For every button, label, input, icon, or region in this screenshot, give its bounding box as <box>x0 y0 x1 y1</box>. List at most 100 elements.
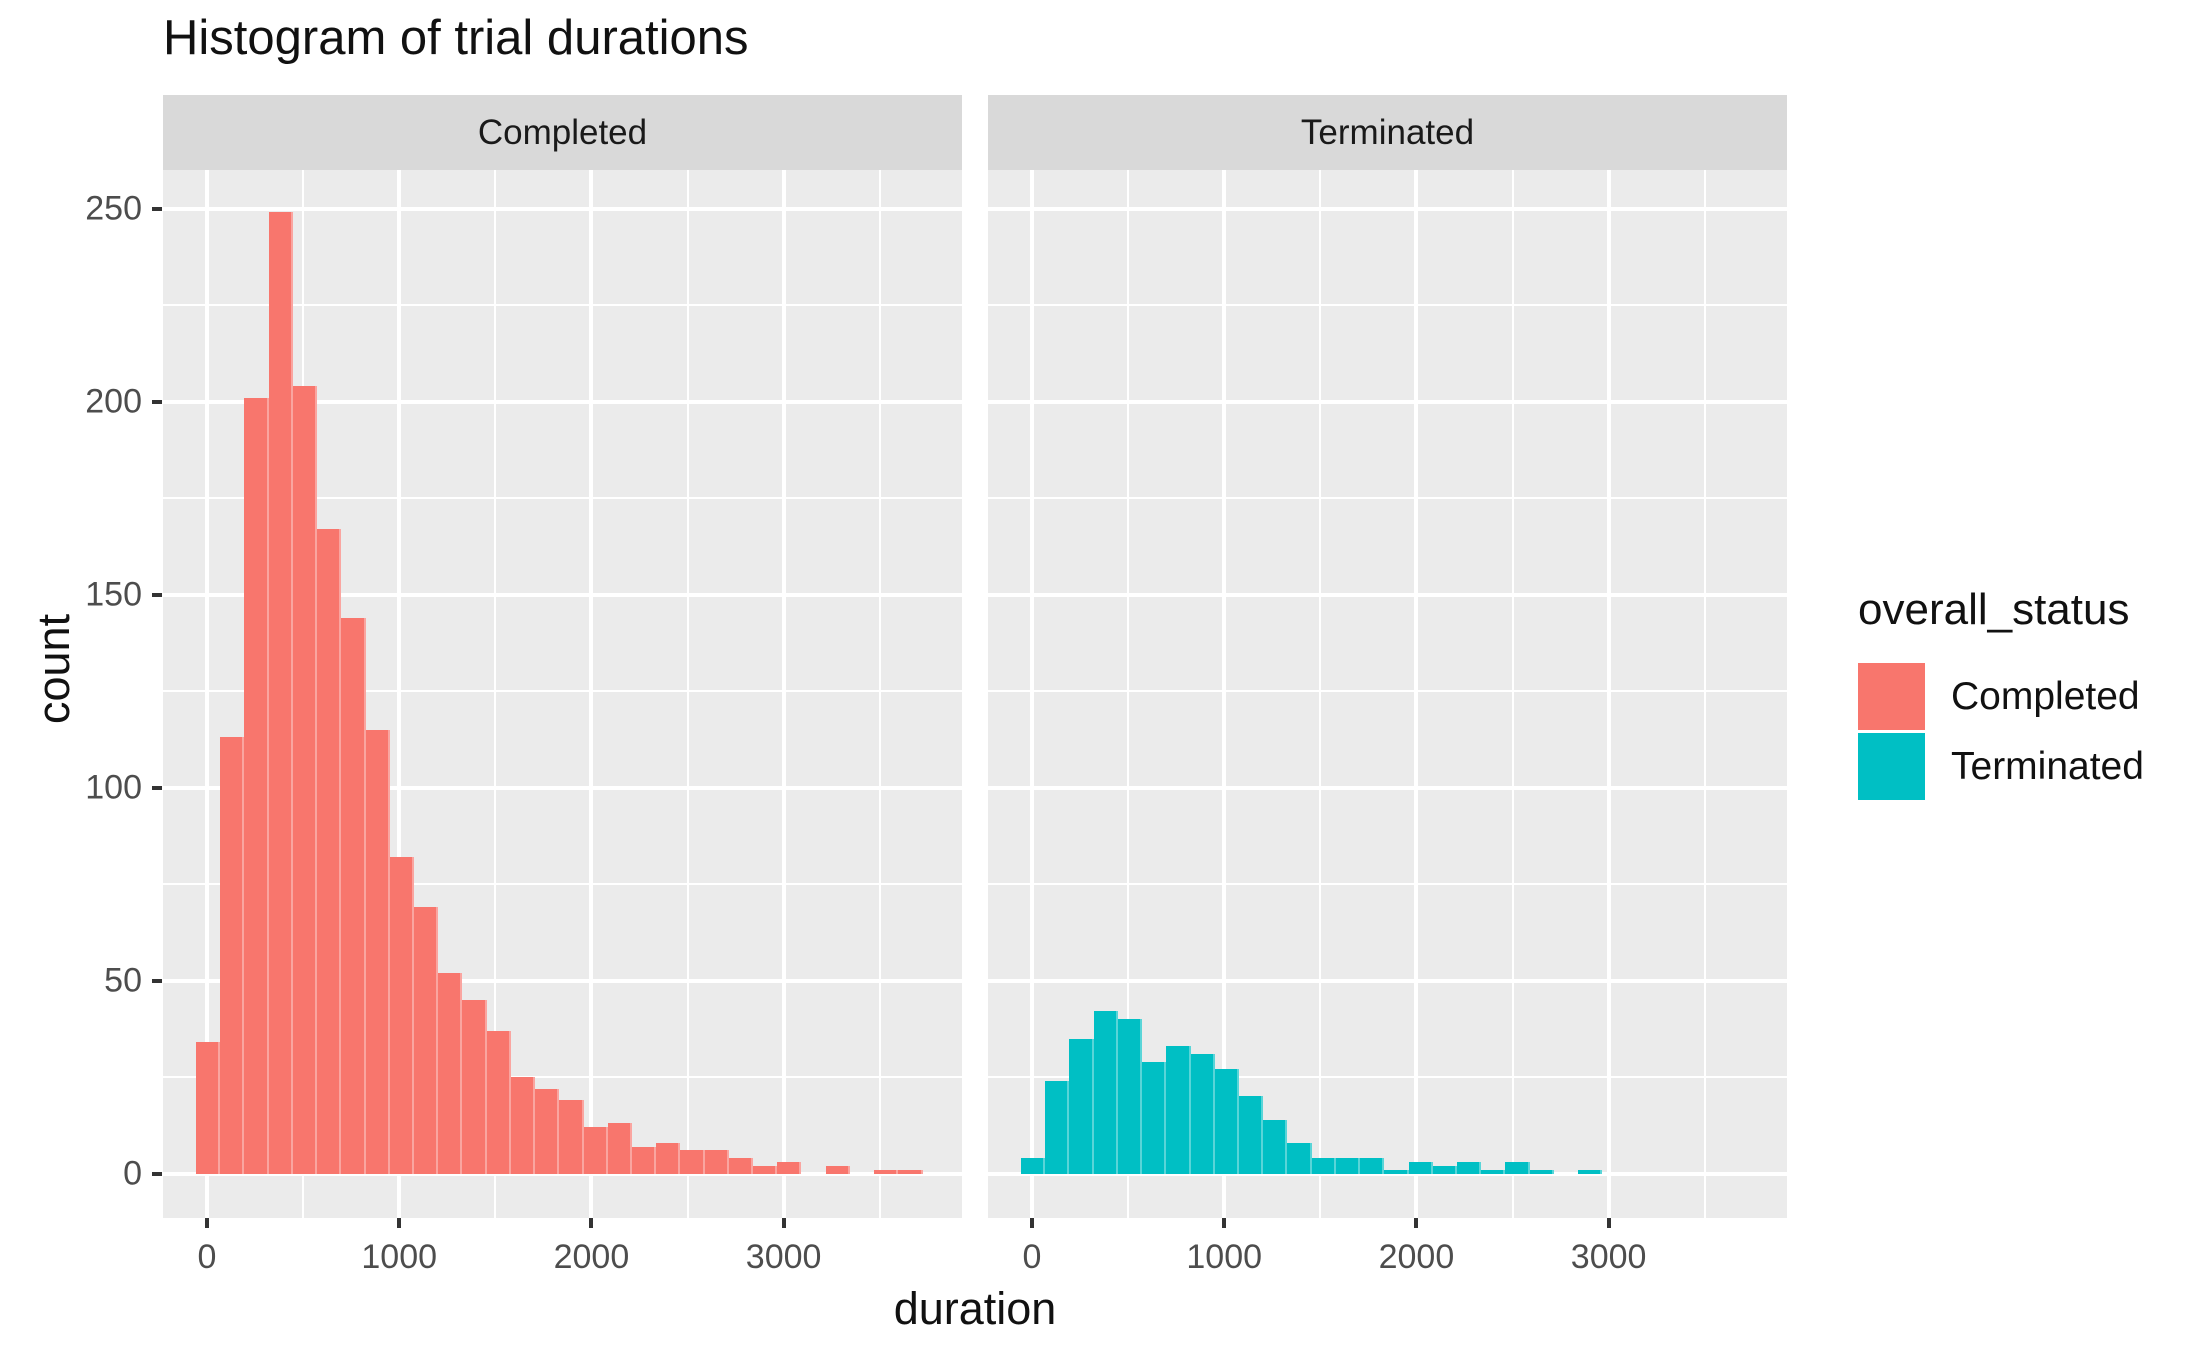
histogram-bar <box>898 1169 923 1174</box>
x-tick-label: 1000 <box>1186 1238 1263 1276</box>
facet-strip: Completed <box>163 95 962 170</box>
histogram-bar <box>753 1165 778 1174</box>
x-tick-label: 0 <box>197 1238 217 1276</box>
legend-swatch <box>1858 663 1925 730</box>
gridline-minor-v <box>686 170 689 1218</box>
histogram-bar <box>583 1127 608 1174</box>
histogram-bar <box>1142 1061 1167 1174</box>
histogram-bar <box>389 857 414 1174</box>
gridline-major-h <box>988 206 1787 211</box>
histogram-bar <box>292 386 318 1174</box>
gridline-minor-v <box>494 170 497 1218</box>
gridline-major-h <box>163 978 962 983</box>
x-axis-title: duration <box>893 1283 1057 1334</box>
gridline-major-h <box>163 1171 962 1176</box>
histogram-bar <box>1214 1069 1239 1174</box>
x-tick-label: 1000 <box>361 1238 438 1276</box>
histogram-bar <box>1311 1158 1336 1174</box>
histogram-bar <box>317 528 342 1174</box>
y-tick-label: 0 <box>123 1154 142 1193</box>
x-tick-label: 3000 <box>1570 1238 1647 1276</box>
gridline-major-h <box>163 592 962 597</box>
histogram-bar <box>559 1100 584 1174</box>
histogram-bar <box>656 1142 681 1174</box>
histogram-bar <box>1093 1011 1118 1174</box>
gridline-major-v <box>1030 170 1034 1218</box>
gridline-major-v <box>397 170 402 1218</box>
y-tick-label: 150 <box>85 575 142 614</box>
gridline-minor-v <box>1319 170 1322 1218</box>
gridline-major-v <box>781 170 786 1218</box>
plot-title: Histogram of trial durations <box>163 11 749 65</box>
histogram-bar <box>1578 1169 1603 1174</box>
facet-strip: Terminated <box>988 95 1787 170</box>
histogram-bar <box>728 1158 754 1174</box>
gridline-major-h <box>163 785 962 790</box>
x-tick-label: 2000 <box>553 1238 630 1276</box>
gridline-minor-h <box>163 497 962 500</box>
x-tick-label: 3000 <box>745 1238 822 1276</box>
histogram-bar <box>1456 1162 1482 1174</box>
gridline-minor-h <box>163 690 962 693</box>
gridline-minor-h <box>988 497 1787 500</box>
histogram-bar <box>1432 1165 1457 1174</box>
y-tick-label: 100 <box>85 768 142 807</box>
histogram-bar <box>777 1162 802 1174</box>
y-tick-label: 50 <box>104 961 142 1000</box>
gridline-minor-h <box>163 883 962 886</box>
gridline-minor-v <box>1127 170 1130 1218</box>
histogram-bar <box>1505 1162 1530 1174</box>
histogram-bar <box>220 737 245 1174</box>
x-tick-mark <box>397 1218 402 1228</box>
x-tick-mark <box>205 1218 209 1228</box>
legend-item: Terminated <box>1858 733 2144 800</box>
histogram-bar <box>1529 1169 1554 1174</box>
histogram-bar <box>1190 1053 1215 1174</box>
histogram-bar <box>1069 1038 1094 1174</box>
legend: overall_status Completed Terminated <box>1858 585 2144 803</box>
histogram-bar <box>535 1088 560 1174</box>
histogram-bar <box>1287 1142 1312 1174</box>
gridline-major-v <box>1606 170 1611 1218</box>
x-tick-mark <box>1414 1218 1419 1228</box>
histogram-bar <box>268 212 293 1174</box>
gridline-minor-h <box>988 883 1787 886</box>
histogram-bar <box>631 1146 657 1174</box>
x-tick-mark <box>1222 1218 1227 1228</box>
legend-title: overall_status <box>1858 585 2130 634</box>
histogram-bar <box>1263 1119 1288 1174</box>
histogram-bar <box>607 1123 632 1174</box>
y-tick-mark <box>152 1171 162 1176</box>
gridline-minor-v <box>1703 170 1706 1218</box>
facet-strip-label: Terminated <box>1300 112 1475 152</box>
gridline-major-h <box>988 592 1787 597</box>
gridline-minor-v <box>1511 170 1514 1218</box>
x-tick-mark <box>781 1218 786 1228</box>
histogram-bar <box>1166 1046 1191 1174</box>
facet-strip-label: Completed <box>477 112 648 152</box>
legend-item: Completed <box>1858 663 2144 730</box>
histogram-bar <box>1335 1158 1361 1174</box>
gridline-major-h <box>988 1171 1787 1176</box>
histogram-bar <box>874 1169 899 1174</box>
legend-item-label: Completed <box>1951 674 2140 718</box>
gridline-minor-h <box>163 1076 962 1079</box>
y-tick-label: 250 <box>85 189 142 228</box>
gridline-major-v <box>205 170 209 1218</box>
x-tick-mark <box>1606 1218 1611 1228</box>
histogram-bar <box>244 397 269 1174</box>
gridline-major-v <box>1414 170 1419 1218</box>
x-tick-mark <box>589 1218 594 1228</box>
legend-swatch <box>1858 733 1925 800</box>
legend-items: Completed Terminated <box>1858 663 2144 800</box>
y-tick-mark <box>152 978 162 983</box>
histogram-bar <box>1384 1169 1409 1174</box>
gridline-minor-h <box>988 304 1787 307</box>
y-tick-mark <box>152 592 162 597</box>
histogram-bar <box>510 1077 536 1174</box>
gridline-major-h <box>163 206 962 211</box>
histogram-bar <box>825 1165 850 1174</box>
legend-item-label: Terminated <box>1951 744 2144 788</box>
histogram-bar <box>462 999 487 1174</box>
